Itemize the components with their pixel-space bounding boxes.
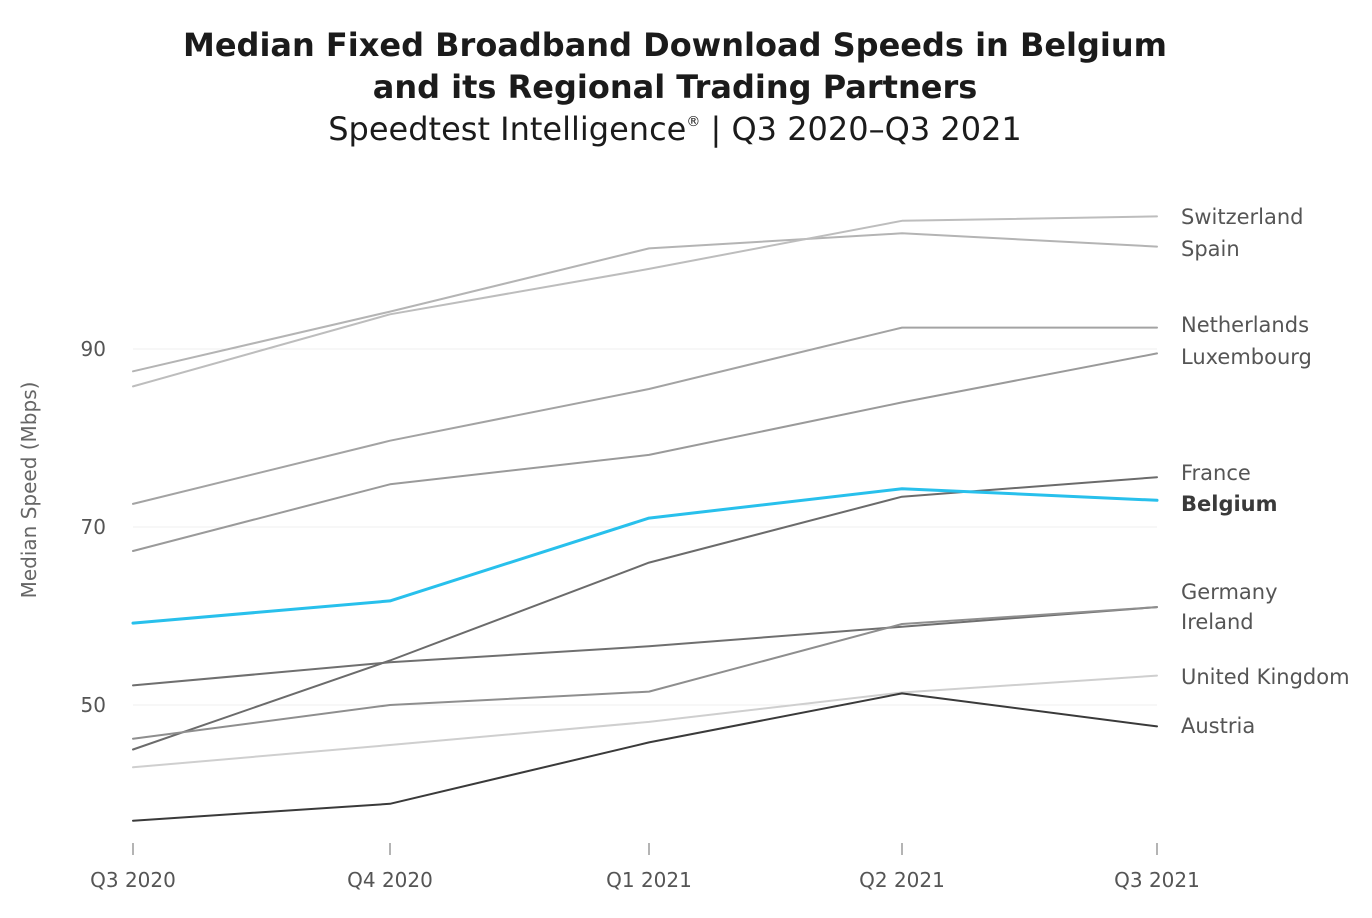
subtitle-source: Speedtest Intelligence xyxy=(328,110,687,148)
series-label-germany: Germany xyxy=(1181,580,1278,604)
series-label-luxembourg: Luxembourg xyxy=(1181,345,1312,369)
y-tick-label-90: 90 xyxy=(81,337,106,361)
series-label-belgium: Belgium xyxy=(1181,492,1278,516)
series-line-belgium xyxy=(131,487,1159,625)
x-tick-label-q3-2020: Q3 2020 xyxy=(90,868,176,892)
x-tick-label-q4-2020: Q4 2020 xyxy=(347,868,433,892)
series-line-france xyxy=(132,476,1158,751)
series-line-netherlands xyxy=(132,326,1158,505)
chart-subtitle: Speedtest Intelligence® | Q3 2020–Q3 202… xyxy=(0,110,1350,148)
series-line-switzerland xyxy=(132,232,1158,373)
chart-title-line2: and its Regional Trading Partners xyxy=(372,68,978,106)
subtitle-period: | Q3 2020–Q3 2021 xyxy=(700,110,1022,148)
x-tick-label-q3-2021: Q3 2021 xyxy=(1114,868,1200,892)
series-label-netherlands: Netherlands xyxy=(1181,313,1309,337)
series-line-luxembourg xyxy=(132,352,1158,552)
chart-title-line1: Median Fixed Broadband Download Speeds i… xyxy=(182,26,1168,64)
series-label-united-kingdom: United Kingdom xyxy=(1181,665,1350,689)
series-line-germany xyxy=(132,606,1158,687)
x-tick-label-q1-2021: Q1 2021 xyxy=(606,868,692,892)
registered-mark: ® xyxy=(686,114,701,130)
series-line-spain xyxy=(132,215,1158,388)
y-tick-label-50: 50 xyxy=(81,693,106,717)
series-label-spain: Spain xyxy=(1181,237,1240,261)
x-tick-label-q2-2021: Q2 2021 xyxy=(859,868,945,892)
series-label-austria: Austria xyxy=(1181,714,1255,738)
series-label-ireland: Ireland xyxy=(1181,610,1254,634)
series-line-ireland xyxy=(132,606,1158,740)
series-line-united-kingdom xyxy=(132,674,1158,769)
series-line-austria xyxy=(132,692,1158,822)
y-tick-label-70: 70 xyxy=(81,515,106,539)
y-axis-label: Median Speed (Mbps) xyxy=(17,382,41,599)
series-label-france: France xyxy=(1181,461,1251,485)
series-label-switzerland: Switzerland xyxy=(1181,205,1304,229)
